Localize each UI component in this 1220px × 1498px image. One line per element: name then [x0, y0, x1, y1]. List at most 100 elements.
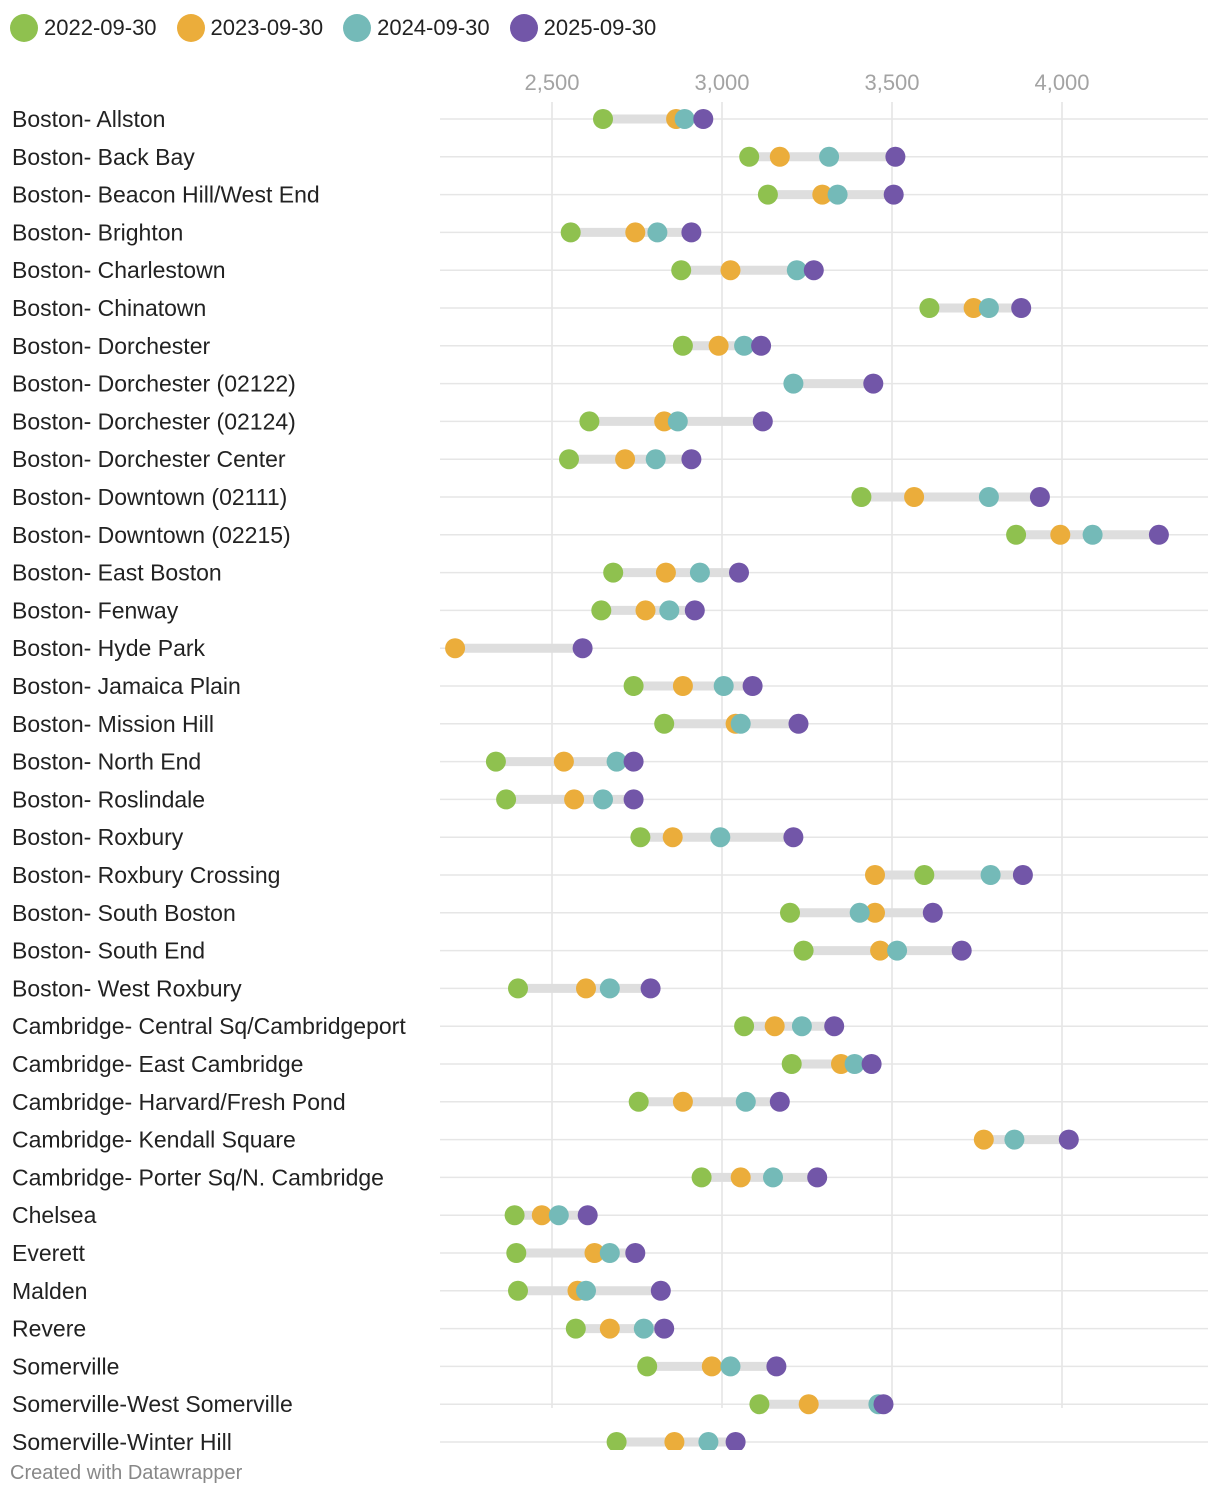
category-label: Boston- Downtown (02215) [12, 522, 291, 548]
category-label: Revere [12, 1316, 86, 1342]
dot-2023-09-30 [664, 1432, 685, 1450]
dot-2022-09-30 [606, 1432, 627, 1450]
dot-2023-09-30 [655, 562, 676, 583]
dot-2023-09-30 [769, 146, 790, 167]
category-label: Boston- Dorchester Center [12, 446, 286, 472]
dot-2025-09-30 [803, 260, 824, 281]
dot-2022-09-30 [914, 865, 935, 885]
x-tick-label: 3,500 [864, 70, 919, 95]
dot-2024-09-30 [599, 978, 620, 999]
category-label: Everett [12, 1240, 85, 1266]
dot-2024-09-30 [698, 1432, 719, 1450]
dot-2025-09-30 [766, 1356, 787, 1377]
category-label: Boston- Jamaica Plain [12, 673, 241, 699]
category-label: Boston- North End [12, 749, 201, 775]
dot-2023-09-30 [531, 1205, 552, 1226]
category-label: Boston- Chinatown [12, 295, 206, 321]
dot-2022-09-30 [671, 260, 692, 281]
dot-2024-09-30 [786, 260, 807, 281]
dot-2022-09-30 [623, 676, 644, 696]
dot-2025-09-30 [684, 600, 705, 621]
dot-2025-09-30 [681, 449, 702, 470]
dot-2022-09-30 [504, 1205, 525, 1226]
dot-2024-09-30 [599, 1243, 620, 1263]
dot-2025-09-30 [788, 713, 809, 734]
category-label: Malden [12, 1278, 87, 1304]
category-label: Cambridge- Kendall Square [12, 1127, 296, 1153]
dot-2024-09-30 [730, 713, 751, 734]
category-label: Boston- Dorchester (02122) [12, 371, 296, 397]
dot-2023-09-30 [672, 1091, 693, 1112]
dot-2025-09-30 [681, 222, 702, 243]
category-label: Boston- Fenway [12, 597, 179, 623]
dot-2023-09-30 [625, 222, 646, 243]
x-tick-label: 4,000 [1034, 70, 1089, 95]
dot-2025-09-30 [885, 146, 906, 167]
dot-2022-09-30 [506, 1243, 527, 1263]
dot-2025-09-30 [863, 373, 884, 394]
dot-2023-09-30 [720, 260, 741, 281]
dot-2025-09-30 [623, 789, 644, 810]
category-label: Cambridge- Central Sq/Cambridgeport [12, 1013, 406, 1039]
dot-2023-09-30 [730, 1167, 751, 1188]
dot-2023-09-30 [672, 676, 693, 696]
dot-2022-09-30 [485, 751, 506, 772]
dot-2022-09-30 [734, 1016, 755, 1037]
category-label: Somerville [12, 1353, 119, 1379]
dot-2025-09-30 [577, 1205, 598, 1226]
dot-2024-09-30 [887, 940, 908, 961]
legend-label: 2023-09-30 [210, 15, 324, 40]
dot-2025-09-30 [623, 751, 644, 772]
dot-2022-09-30 [781, 1054, 802, 1074]
dot-2023-09-30 [904, 487, 925, 507]
dot-range-chart: 2,500 3,000 3,500 4,000 Boston- Allston Bosto… [12, 70, 1208, 1450]
dot-2023-09-30 [615, 449, 636, 470]
dot-2024-09-30 [606, 751, 627, 772]
dot-2022-09-30 [579, 411, 600, 432]
dot-2024-09-30 [734, 335, 755, 356]
category-label: Cambridge- Harvard/Fresh Pond [12, 1089, 346, 1115]
category-label: Boston- Charlestown [12, 257, 226, 283]
dot-2023-09-30 [764, 1016, 785, 1037]
legend-swatch [10, 14, 38, 42]
dot-2024-09-30 [763, 1167, 783, 1188]
dot-2025-09-30 [1029, 487, 1050, 507]
dot-2025-09-30 [883, 184, 904, 205]
dot-2023-09-30 [865, 902, 885, 923]
dot-2025-09-30 [922, 902, 943, 923]
dot-2023-09-30 [798, 1394, 819, 1415]
dot-2022-09-30 [851, 487, 872, 507]
dot-2025-09-30 [751, 335, 772, 356]
dot-2024-09-30 [978, 298, 999, 318]
category-label: Boston- Mission Hill [12, 711, 214, 737]
dot-2022-09-30 [559, 449, 579, 470]
dot-2022-09-30 [672, 335, 693, 356]
legend-swatch [343, 14, 372, 42]
x-tick-label: 2,500 [524, 70, 579, 95]
dot-2022-09-30 [637, 1356, 658, 1377]
dot-2022-09-30 [749, 1394, 770, 1415]
dot-2024-09-30 [849, 902, 870, 923]
dot-2022-09-30 [757, 184, 778, 205]
dot-2023-09-30 [564, 789, 585, 810]
dot-2023-09-30 [973, 1129, 994, 1150]
dot-2024-09-30 [827, 184, 848, 205]
dot-2023-09-30 [576, 978, 596, 999]
dot-2025-09-30 [824, 1016, 845, 1037]
dot-2024-09-30 [576, 1280, 596, 1301]
dot-2022-09-30 [919, 298, 940, 318]
dot-2025-09-30 [951, 940, 972, 961]
category-label: Boston- Allston [12, 106, 165, 132]
dot-2025-09-30 [640, 978, 661, 999]
dot-2025-09-30 [693, 109, 714, 129]
dot-2025-09-30 [807, 1167, 828, 1188]
dot-2024-09-30 [1004, 1129, 1025, 1150]
dot-2022-09-30 [630, 827, 651, 848]
legend-label: 2025-09-30 [543, 15, 657, 40]
dot-2023-09-30 [584, 1243, 605, 1263]
dot-2022-09-30 [793, 940, 814, 961]
dot-2024-09-30 [791, 1016, 812, 1037]
dot-2024-09-30 [980, 865, 1001, 885]
dot-2024-09-30 [1082, 524, 1103, 545]
category-label: Somerville-West Somerville [12, 1391, 293, 1417]
